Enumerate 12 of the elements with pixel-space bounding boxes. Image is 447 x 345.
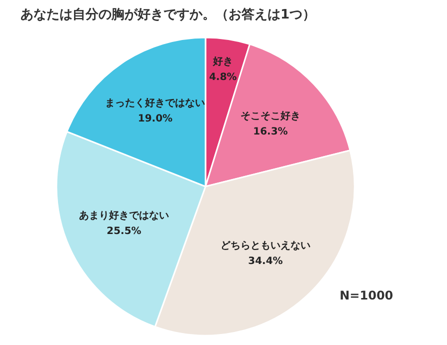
text: N=1000 [340, 288, 394, 303]
data-label: 19.0% [138, 114, 173, 125]
data-label: 16.3% [253, 126, 288, 138]
slice-label: 好き [212, 56, 233, 68]
slice-label: まったく好きではない [105, 97, 206, 110]
data-label: 25.5% [106, 226, 142, 238]
chart-title: あなたは自分の胸が好きですか。（お答えは1つ） [20, 8, 316, 22]
data-label: 34.4% [248, 256, 283, 268]
slice-label: あまり好きではない [78, 210, 169, 222]
slice-label: そこそこ好き [240, 110, 300, 122]
slice-label: どちらともいえない [220, 240, 310, 252]
data-label: 4.8% [209, 72, 237, 83]
